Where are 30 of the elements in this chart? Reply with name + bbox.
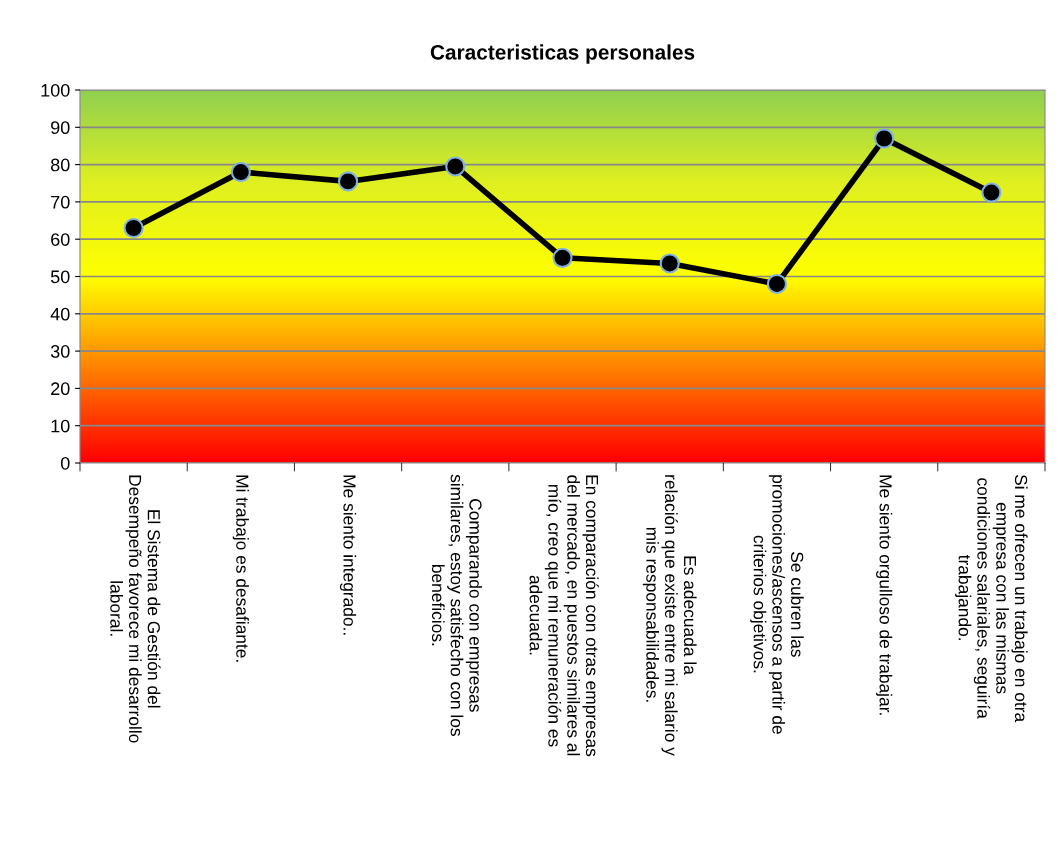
- point: [123, 217, 144, 239]
- y-tick-label: 90: [51, 121, 70, 135]
- y-tick-label: 80: [50, 158, 70, 172]
- y-tick-label: 70: [51, 195, 70, 209]
- point: [659, 253, 680, 274]
- y-tick-label: 50: [50, 270, 70, 284]
- x-tick-label: El Sistema de Gestión del Desempeño favorece mi desarrollo laboral.: [110, 475, 161, 743]
- x-tick-label: Es adecuada la relación que existe entre mi salario y mis responsabilidades.: [642, 475, 697, 756]
- point: [981, 182, 1002, 203]
- y-tick-label: 30: [50, 345, 70, 358]
- x-tick-label: En comparación con otras empresas del mercado, en puestos similares al mío, creo que mi remuneración es adecuada.: [529, 475, 599, 757]
- y-tick-label: 40: [50, 307, 70, 321]
- chart-title: Caracteristicas personales: [430, 44, 695, 64]
- x-tick-label: Si me ofrecen un trabajo en otra empresa con las mismas condiciones salariales, seguiría trabajando.: [955, 474, 1028, 723]
- y-tick-label: 60: [51, 233, 70, 246]
- y-tick-label: 20: [51, 382, 70, 396]
- x-tick-label: Se cubren las promociones/ascensos a partir de criterios objetivos.: [750, 475, 804, 734]
- point: [874, 128, 895, 149]
- point: [230, 161, 251, 183]
- point: [337, 171, 359, 192]
- x-tick-label: Me siento orgulloso de trabajar.: [876, 475, 893, 715]
- point: [445, 156, 466, 177]
- x-tick-label: Me siento integrado..: [339, 475, 357, 635]
- y-tick-label: 100: [41, 83, 70, 97]
- point: [766, 273, 788, 295]
- y-tick-label: 10: [51, 419, 70, 433]
- y-tick-label: 0: [60, 456, 70, 470]
- x-tick-label: Comparando con empresas similares, estoy satisfecho con los beneficios.: [431, 474, 483, 736]
- point: [552, 247, 573, 268]
- x-tick-label: Mi trabajo es desafiante.: [232, 475, 249, 662]
